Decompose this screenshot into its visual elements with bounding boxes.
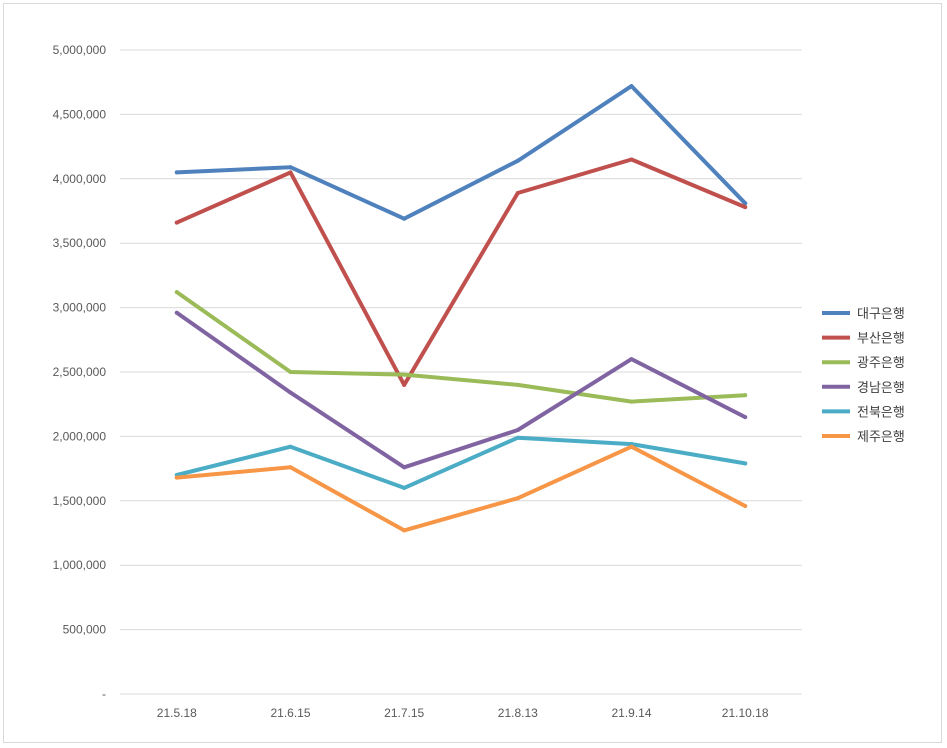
data-point bbox=[288, 465, 293, 470]
data-point bbox=[629, 399, 634, 404]
data-point bbox=[629, 444, 634, 449]
data-point bbox=[515, 382, 520, 387]
y-tick-label: 1,500,000 bbox=[53, 494, 107, 508]
legend-label: 대구은행 bbox=[857, 306, 905, 322]
y-axis-tick-labels: - 500,000 1,000,000 1,500,000 2,000,000 2,500… bbox=[53, 43, 107, 701]
legend-label: 전북은행 bbox=[857, 404, 905, 420]
y-tick-label: - bbox=[102, 687, 106, 701]
data-point bbox=[174, 475, 179, 480]
series-line bbox=[174, 290, 748, 404]
y-tick-label: 4,500,000 bbox=[53, 107, 107, 121]
y-tick-label: 4,000,000 bbox=[53, 172, 107, 186]
series-lines bbox=[174, 84, 748, 533]
legend-label: 제주은행 bbox=[857, 429, 905, 445]
x-tick-label: 21.8.13 bbox=[498, 706, 538, 720]
data-point bbox=[629, 157, 634, 162]
y-tick-label: 2,000,000 bbox=[53, 429, 107, 443]
data-point bbox=[288, 165, 293, 170]
x-tick-label: 21.6.15 bbox=[270, 706, 310, 720]
data-point bbox=[402, 382, 407, 387]
x-tick-label: 21.5.18 bbox=[157, 706, 197, 720]
data-point bbox=[743, 393, 748, 398]
data-point bbox=[515, 496, 520, 501]
y-tick-label: 1,000,000 bbox=[53, 558, 107, 572]
series-line bbox=[174, 84, 748, 221]
data-point bbox=[629, 84, 634, 89]
gridlines bbox=[120, 49, 802, 695]
data-point bbox=[743, 503, 748, 508]
data-point bbox=[174, 290, 179, 295]
x-axis-tick-labels: 21.5.18 21.6.15 21.7.15 21.8.13 21.9.14 21.10… bbox=[157, 706, 769, 720]
data-point bbox=[515, 190, 520, 195]
data-point bbox=[174, 310, 179, 315]
series-line bbox=[174, 435, 748, 490]
x-tick-label: 21.10.18 bbox=[722, 706, 769, 720]
data-point bbox=[402, 485, 407, 490]
legend-label: 부산은행 bbox=[857, 331, 905, 347]
legend-label: 경남은행 bbox=[857, 380, 905, 396]
data-point bbox=[288, 390, 293, 395]
data-point bbox=[743, 205, 748, 210]
series-line bbox=[174, 444, 748, 533]
x-tick-label: 21.7.15 bbox=[384, 706, 424, 720]
data-point bbox=[174, 170, 179, 175]
data-point bbox=[515, 158, 520, 163]
data-point bbox=[402, 216, 407, 221]
legend-label: 광주은행 bbox=[857, 355, 905, 371]
data-point bbox=[288, 370, 293, 374]
data-point bbox=[629, 357, 634, 362]
data-point bbox=[174, 220, 179, 225]
chart-frame bbox=[3, 3, 942, 743]
data-point bbox=[743, 201, 748, 206]
series-line bbox=[174, 157, 748, 387]
data-point bbox=[743, 461, 748, 466]
data-point bbox=[515, 435, 520, 440]
data-point bbox=[288, 444, 293, 449]
y-tick-label: 2,500,000 bbox=[53, 365, 107, 379]
series-line bbox=[174, 310, 748, 470]
y-tick-label: 500,000 bbox=[63, 623, 107, 637]
data-point bbox=[743, 415, 748, 420]
data-point bbox=[402, 528, 407, 533]
y-tick-label: 3,500,000 bbox=[53, 236, 107, 250]
x-tick-label: 21.9.14 bbox=[611, 706, 651, 720]
data-point bbox=[402, 372, 407, 377]
y-tick-label: 3,000,000 bbox=[53, 301, 107, 315]
data-point bbox=[402, 465, 407, 470]
y-tick-label: 5,000,000 bbox=[53, 43, 107, 57]
data-point bbox=[515, 427, 520, 432]
data-point bbox=[288, 170, 293, 175]
